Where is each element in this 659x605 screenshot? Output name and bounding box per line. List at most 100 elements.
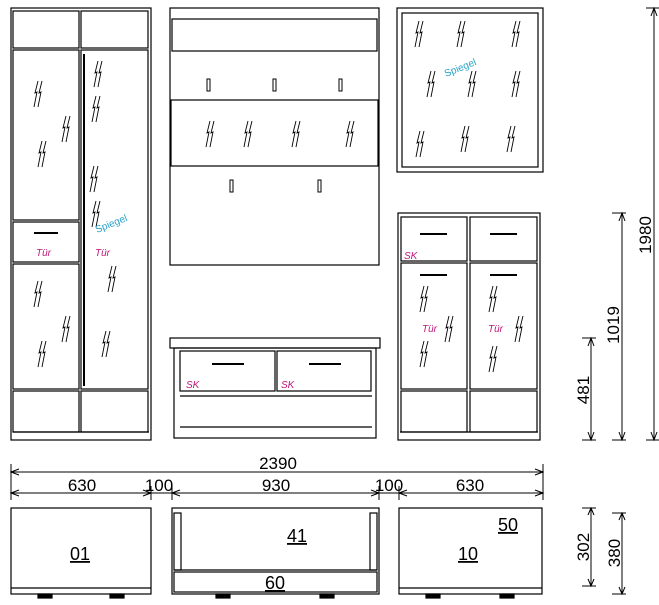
glass-reflection-mark [511,20,517,48]
glass-reflection-mark [91,95,97,123]
glass-reflection-mark [107,265,113,293]
dim-depth-left: 302 [574,533,593,561]
door-label-mirror: Tür [95,248,111,259]
glass-reflection-mark [511,70,517,98]
glass-reflection-mark [460,20,466,48]
plan-view [10,507,543,599]
glass-reflection-mark [414,20,420,48]
right-drawer-left [400,216,468,262]
glass-reflection-mark [345,120,351,148]
plan-left-cabinet [10,507,152,595]
center-panel-frame [169,7,380,266]
glass-reflection-mark [415,130,421,158]
glass-reflection-mark [41,340,47,368]
glass-reflection-mark [97,60,103,88]
glass-reflection-mark [247,120,253,148]
glass-reflection-mark [61,115,67,143]
glass-reflection-mark [456,20,462,48]
glass-reflection-mark [430,70,436,98]
bench-drawer-right [276,350,372,392]
vertical-dimension-lines [582,6,659,596]
plan-code-left: 01 [70,544,90,564]
door-label-cabinet-right: Tür [488,324,504,335]
dim-depth-right: 380 [605,539,624,567]
right-glass-door-right [469,262,538,390]
dim-left-width: 630 [68,476,96,495]
glass-reflection-mark [471,70,477,98]
door-label-cabinet-left: Tür [422,324,438,335]
dim-cabinet-height: 1019 [604,306,623,344]
right-cabinet-frame [397,212,541,441]
glass-reflection-mark [444,315,450,343]
glass-reflection-mark [467,70,473,98]
glass-reflection-mark [515,20,521,48]
glass-reflection-mark [419,285,425,313]
glass-reflection-mark [418,20,424,48]
plan-note-center-bottom: 60 [265,573,285,593]
door-label-left: Tür [36,248,52,259]
glass-reflection-mark [91,200,97,228]
glass-reflection-mark [37,140,43,168]
plan-code-center: 41 [287,526,307,546]
dim-total-width: 2390 [259,454,297,473]
center-panel [169,7,380,266]
glass-reflection-mark [61,315,67,343]
horizontal-dimension-lines [9,464,545,500]
glass-reflection-mark [93,60,99,88]
dim-center-width: 930 [262,476,290,495]
glass-reflection-mark [419,340,425,368]
plan-center-bench [171,507,380,595]
bench-drawer-left [179,350,276,392]
drawer-label-bench-left: SK [186,380,201,391]
drawer-label-cabinet: SK [404,251,419,262]
left-glass-door-upper [12,49,80,221]
glass-reflection-mark [423,285,429,313]
glass-reflection-mark [65,315,71,343]
center-glass-panel [170,99,379,167]
right-glass-door-left [400,262,468,390]
mirror-label-wall: Spiegel [443,57,478,80]
plan-note-right: 50 [498,515,518,535]
bench-seat [169,337,381,349]
glass-reflection-mark [95,200,101,228]
glass-reflection-mark [514,315,520,343]
left-wardrobe [10,7,152,441]
glass-reflection-mark [448,315,454,343]
glass-reflection-mark [65,115,71,143]
dim-right-width: 630 [456,476,484,495]
glass-reflection-mark [419,130,425,158]
dim-overall-height: 1980 [636,216,655,254]
glass-reflection-mark [93,165,99,193]
glass-reflection-mark [111,265,117,293]
glass-reflection-mark [37,80,43,108]
mirror-door [80,49,149,390]
glass-reflection-mark [41,140,47,168]
glass-reflection-mark [510,125,516,153]
glass-reflection-mark [488,345,494,373]
left-drawer [12,221,80,263]
glass-reflection-mark [33,80,39,108]
glass-reflection-mark [506,125,512,153]
glass-reflection-mark [291,120,297,148]
glass-reflection-mark [33,280,39,308]
glass-reflection-mark [295,120,301,148]
left-wardrobe-frame [10,7,152,441]
plan-code-right: 10 [458,544,478,564]
glass-reflection-mark [515,70,521,98]
glass-reflection-mark [460,125,466,153]
wall-mirror [396,7,544,173]
glass-reflection-mark [492,345,498,373]
glass-reflection-mark [488,285,494,313]
glass-reflection-mark [37,280,43,308]
shoe-bench [169,337,381,439]
glass-reflection-mark [105,330,111,358]
dim-gap-left: 100 [145,476,173,495]
glass-reflection-mark [518,315,524,343]
glass-reflection-mark [426,70,432,98]
glass-reflection-mark [423,340,429,368]
mirror-frame [396,7,544,173]
right-cabinet [397,212,541,441]
right-drawer-right [469,216,538,262]
glass-reflection-mark [464,125,470,153]
